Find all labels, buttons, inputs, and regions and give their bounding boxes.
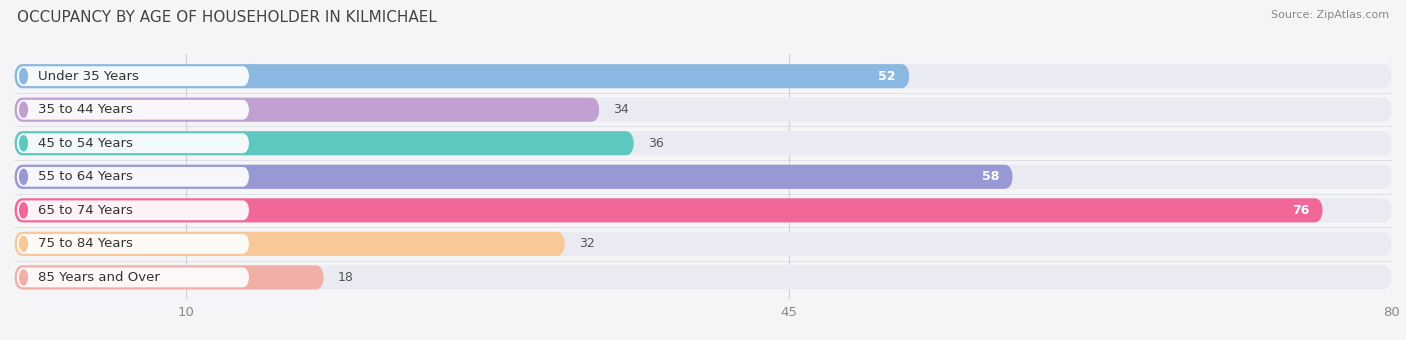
Circle shape bbox=[20, 169, 27, 184]
Text: 36: 36 bbox=[648, 137, 664, 150]
Text: 65 to 74 Years: 65 to 74 Years bbox=[38, 204, 134, 217]
FancyBboxPatch shape bbox=[17, 201, 249, 220]
Text: 52: 52 bbox=[879, 70, 896, 83]
FancyBboxPatch shape bbox=[17, 234, 249, 254]
Circle shape bbox=[20, 236, 27, 251]
FancyBboxPatch shape bbox=[14, 232, 1392, 256]
Text: 35 to 44 Years: 35 to 44 Years bbox=[38, 103, 134, 116]
Text: OCCUPANCY BY AGE OF HOUSEHOLDER IN KILMICHAEL: OCCUPANCY BY AGE OF HOUSEHOLDER IN KILMI… bbox=[17, 10, 437, 25]
FancyBboxPatch shape bbox=[14, 98, 1392, 122]
Text: 58: 58 bbox=[981, 170, 1000, 183]
Circle shape bbox=[20, 69, 27, 84]
Circle shape bbox=[20, 136, 27, 151]
Circle shape bbox=[20, 102, 27, 117]
Text: 75 to 84 Years: 75 to 84 Years bbox=[38, 237, 134, 250]
Text: 18: 18 bbox=[337, 271, 354, 284]
Text: Source: ZipAtlas.com: Source: ZipAtlas.com bbox=[1271, 10, 1389, 20]
Text: 85 Years and Over: 85 Years and Over bbox=[38, 271, 160, 284]
FancyBboxPatch shape bbox=[17, 167, 249, 187]
FancyBboxPatch shape bbox=[14, 165, 1012, 189]
Text: 45 to 54 Years: 45 to 54 Years bbox=[38, 137, 134, 150]
FancyBboxPatch shape bbox=[14, 64, 910, 88]
FancyBboxPatch shape bbox=[17, 133, 249, 153]
Text: 34: 34 bbox=[613, 103, 630, 116]
FancyBboxPatch shape bbox=[14, 165, 1392, 189]
FancyBboxPatch shape bbox=[14, 98, 599, 122]
FancyBboxPatch shape bbox=[14, 131, 634, 155]
FancyBboxPatch shape bbox=[14, 198, 1392, 222]
FancyBboxPatch shape bbox=[17, 268, 249, 287]
FancyBboxPatch shape bbox=[14, 232, 565, 256]
FancyBboxPatch shape bbox=[17, 66, 249, 86]
FancyBboxPatch shape bbox=[14, 265, 325, 289]
Text: 32: 32 bbox=[579, 237, 595, 250]
FancyBboxPatch shape bbox=[14, 265, 1392, 289]
FancyBboxPatch shape bbox=[14, 198, 1323, 222]
Circle shape bbox=[20, 203, 27, 218]
FancyBboxPatch shape bbox=[17, 100, 249, 120]
FancyBboxPatch shape bbox=[14, 131, 1392, 155]
Text: Under 35 Years: Under 35 Years bbox=[38, 70, 139, 83]
FancyBboxPatch shape bbox=[14, 64, 1392, 88]
Text: 55 to 64 Years: 55 to 64 Years bbox=[38, 170, 134, 183]
Circle shape bbox=[20, 270, 27, 285]
Text: 76: 76 bbox=[1292, 204, 1309, 217]
